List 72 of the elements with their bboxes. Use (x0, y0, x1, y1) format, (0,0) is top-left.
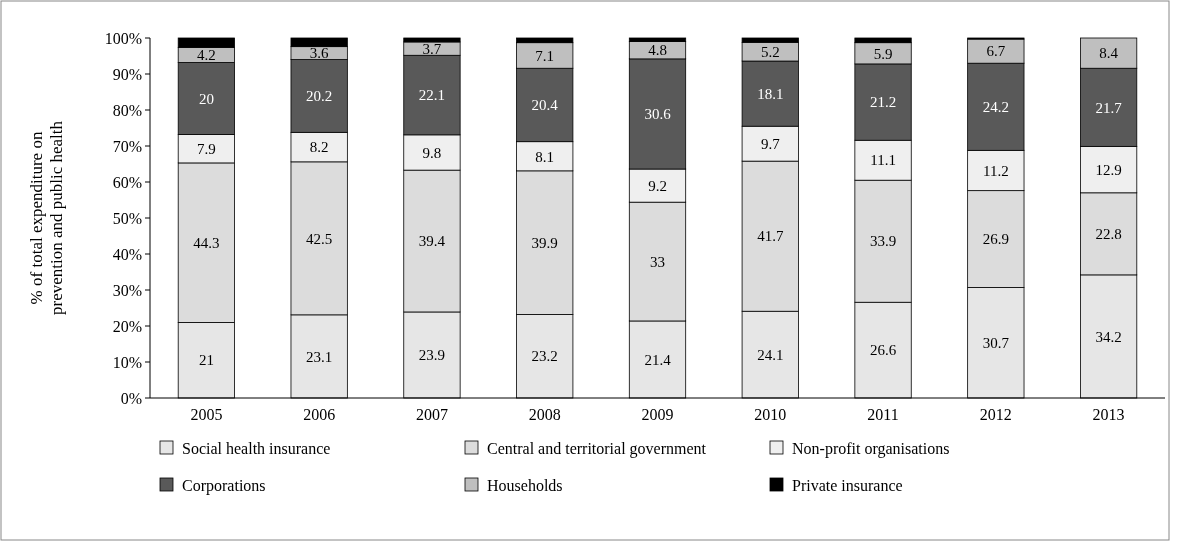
data-label: 21.2 (869, 94, 897, 111)
data-label: 30.6 (644, 106, 672, 123)
y-tick-label: 50% (112, 209, 142, 227)
x-tick-label: 2005 (190, 406, 223, 423)
legend-label: Non-profit organisations (792, 439, 950, 458)
data-label: 41.7 (757, 228, 784, 245)
data-label: 3.7 (422, 40, 442, 57)
data-label: 18.1 (757, 85, 784, 102)
data-label: 7.1 (535, 47, 555, 64)
data-label: 9.8 (422, 144, 442, 161)
legend-label: Central and territorial government (487, 439, 707, 458)
data-label: 20 (198, 90, 214, 107)
x-tick-label: 2012 (979, 406, 1012, 423)
data-label: 23.1 (306, 348, 333, 365)
data-label: 22.8 (1095, 226, 1122, 243)
data-label: 39.9 (531, 234, 558, 251)
y-tick-label: 90% (112, 65, 142, 83)
data-label: 24.1 (757, 346, 784, 363)
data-label: 21 (198, 352, 214, 369)
legend-label: Social health insurance (182, 439, 331, 457)
data-label: 44.3 (193, 234, 220, 251)
y-tick-label: 20% (112, 317, 142, 335)
x-tick-label: 2013 (1092, 406, 1125, 423)
data-label: 12.9 (1095, 161, 1122, 178)
data-label: 4.2 (197, 47, 216, 64)
data-label: 22.1 (418, 87, 446, 104)
y-tick-label: 10% (112, 353, 142, 371)
data-label: 33.9 (869, 233, 897, 250)
x-tick-label: 2006 (303, 406, 336, 423)
data-label: 34.2 (1095, 328, 1122, 345)
y-tick-label: 30% (112, 281, 142, 299)
data-label: 7.9 (197, 140, 216, 157)
data-label: 24.2 (982, 99, 1009, 116)
x-tick-label: 2007 (415, 406, 448, 423)
data-label: 23.9 (418, 347, 446, 364)
data-label: 26.6 (869, 342, 897, 359)
y-tick-label: 0% (120, 389, 142, 407)
data-label: 4.8 (648, 42, 667, 59)
data-label: 5.2 (760, 43, 780, 60)
x-tick-label: 2008 (528, 406, 561, 423)
data-label: 11.2 (982, 162, 1009, 179)
data-label: 39.4 (418, 233, 446, 250)
legend-label: Corporations (182, 476, 266, 495)
legend-label: Households (487, 476, 563, 494)
data-label: 9.2 (648, 177, 667, 194)
x-tick-label: 2009 (641, 406, 674, 423)
x-tick-label: 2010 (754, 406, 787, 423)
y-tick-label: 100% (104, 29, 142, 47)
data-label: 20.4 (531, 97, 559, 114)
data-label: 11.1 (870, 152, 896, 169)
y-tick-label: 70% (112, 137, 142, 155)
y-tick-label: 60% (112, 173, 142, 191)
y-axis-title: % of total expenditure on prevention and public health (27, 120, 66, 316)
data-label: 8.2 (309, 139, 329, 156)
data-label: 26.9 (982, 231, 1009, 248)
data-label: 6.7 (986, 43, 1006, 60)
data-label: 5.9 (873, 45, 893, 62)
y-tick-label: 80% (112, 101, 142, 119)
data-label: 21.7 (1095, 99, 1123, 116)
x-tick-label: 2011 (867, 406, 899, 423)
y-tick-label: 40% (112, 245, 142, 263)
data-label: 23.2 (531, 348, 558, 365)
data-label: 42.5 (306, 230, 333, 247)
legend-label: Private insurance (792, 476, 903, 494)
data-label: 9.7 (760, 135, 781, 152)
data-label: 20.2 (306, 88, 333, 105)
data-label: 21.4 (644, 351, 672, 368)
data-label: 3.6 (309, 45, 330, 62)
data-label: 8.4 (1099, 45, 1119, 62)
data-label: 30.7 (982, 334, 1010, 351)
data-label: 8.1 (535, 148, 555, 165)
data-label: 33 (650, 253, 665, 270)
